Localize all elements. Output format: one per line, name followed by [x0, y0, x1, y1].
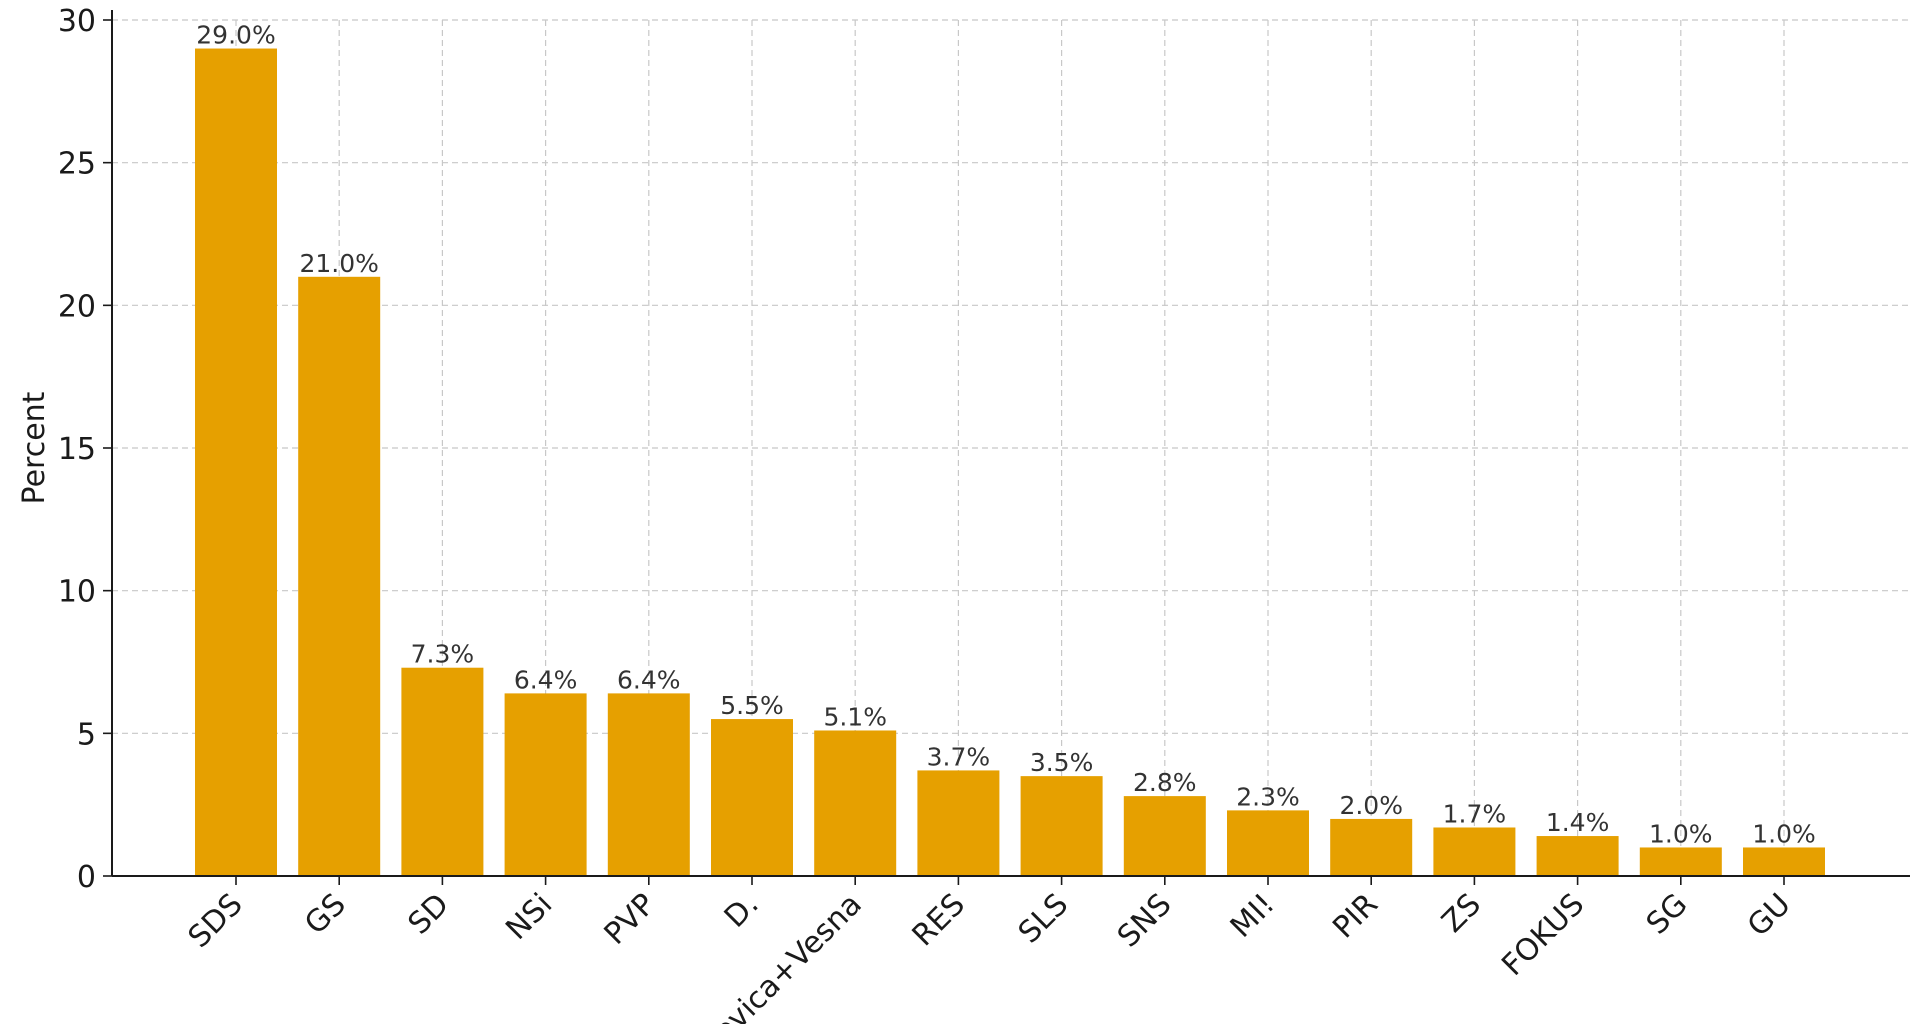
bar	[1020, 776, 1103, 876]
bar	[711, 719, 793, 876]
bar-value-label: 1.0%	[1649, 819, 1713, 848]
x-tick-label: PVP	[598, 887, 663, 952]
grid	[112, 19, 1910, 877]
bar	[1536, 836, 1619, 876]
x-tick-label: PIR	[1326, 887, 1385, 946]
x-tick-label: GU	[1741, 887, 1798, 944]
bar	[195, 48, 277, 877]
bar-value-label: 29.0%	[196, 21, 275, 50]
y-tick-label: 15	[58, 432, 96, 467]
axes	[111, 10, 1910, 877]
bar-value-label: 3.7%	[927, 742, 991, 771]
bar-value-label: 1.4%	[1546, 808, 1610, 837]
x-tick-label: RES	[906, 887, 972, 953]
bar	[1227, 810, 1309, 876]
bar-value-label: 3.5%	[1030, 748, 1094, 777]
bar	[1433, 827, 1516, 876]
x-tick-label: MI!	[1224, 887, 1282, 945]
bar	[401, 667, 484, 876]
bar-value-label: 5.1%	[823, 702, 887, 731]
bar	[504, 693, 587, 876]
x-tick-label: ZS	[1435, 887, 1488, 940]
x-tick-label: SDS	[182, 887, 250, 955]
bar-value-label: 2.3%	[1236, 782, 1300, 811]
x-tick-label: SG	[1640, 887, 1695, 942]
bar	[1743, 847, 1825, 876]
bar-value-label: 1.7%	[1443, 799, 1507, 828]
x-tick-label: FOKUS	[1495, 887, 1591, 983]
bar-value-label: 5.5%	[720, 691, 784, 720]
x-tick-label: SNS	[1111, 887, 1179, 955]
x-axis-ticks: SDS GS SD NSi PVP D.Levica+Vesna RES SLS SNS MI! P…	[182, 876, 1798, 1024]
bar	[814, 730, 897, 876]
bar	[917, 770, 1000, 876]
y-tick-label: 25	[58, 147, 96, 182]
bar-value-label: 6.4%	[514, 665, 578, 694]
y-tick-label: 0	[77, 860, 96, 895]
y-axis-ticks: 0 5 10 15 20 25 30	[58, 4, 112, 895]
bar-value-label: 2.8%	[1133, 768, 1197, 797]
x-tick-label: SD	[401, 887, 456, 942]
bar-value-label: 2.0%	[1339, 791, 1403, 820]
x-tick-label: SLS	[1012, 887, 1076, 951]
y-axis-title: Percent	[17, 391, 52, 504]
bars	[195, 48, 1825, 877]
x-tick-label: GS	[298, 887, 353, 942]
bar	[1330, 818, 1413, 876]
y-tick-label: 30	[58, 4, 96, 39]
y-tick-label: 10	[58, 575, 96, 610]
bar-value-label: 21.0%	[299, 249, 378, 278]
x-tick-label: NSi	[499, 887, 559, 947]
y-tick-label: 5	[77, 717, 96, 752]
bar	[298, 276, 381, 876]
bar-value-label: 7.3%	[411, 640, 475, 669]
y-tick-label: 20	[58, 289, 96, 324]
bar-value-label: 1.0%	[1752, 819, 1816, 848]
x-tick-label: D.	[718, 887, 766, 935]
bar	[1123, 796, 1206, 876]
bar-value-labels: 29.0% 21.0% 7.3% 6.4% 6.4% 5.5% 5.1% 3.7% 3.5% 2.…	[196, 21, 1815, 849]
bar	[607, 693, 690, 876]
bar	[1639, 847, 1722, 876]
bar-value-label: 6.4%	[617, 665, 681, 694]
